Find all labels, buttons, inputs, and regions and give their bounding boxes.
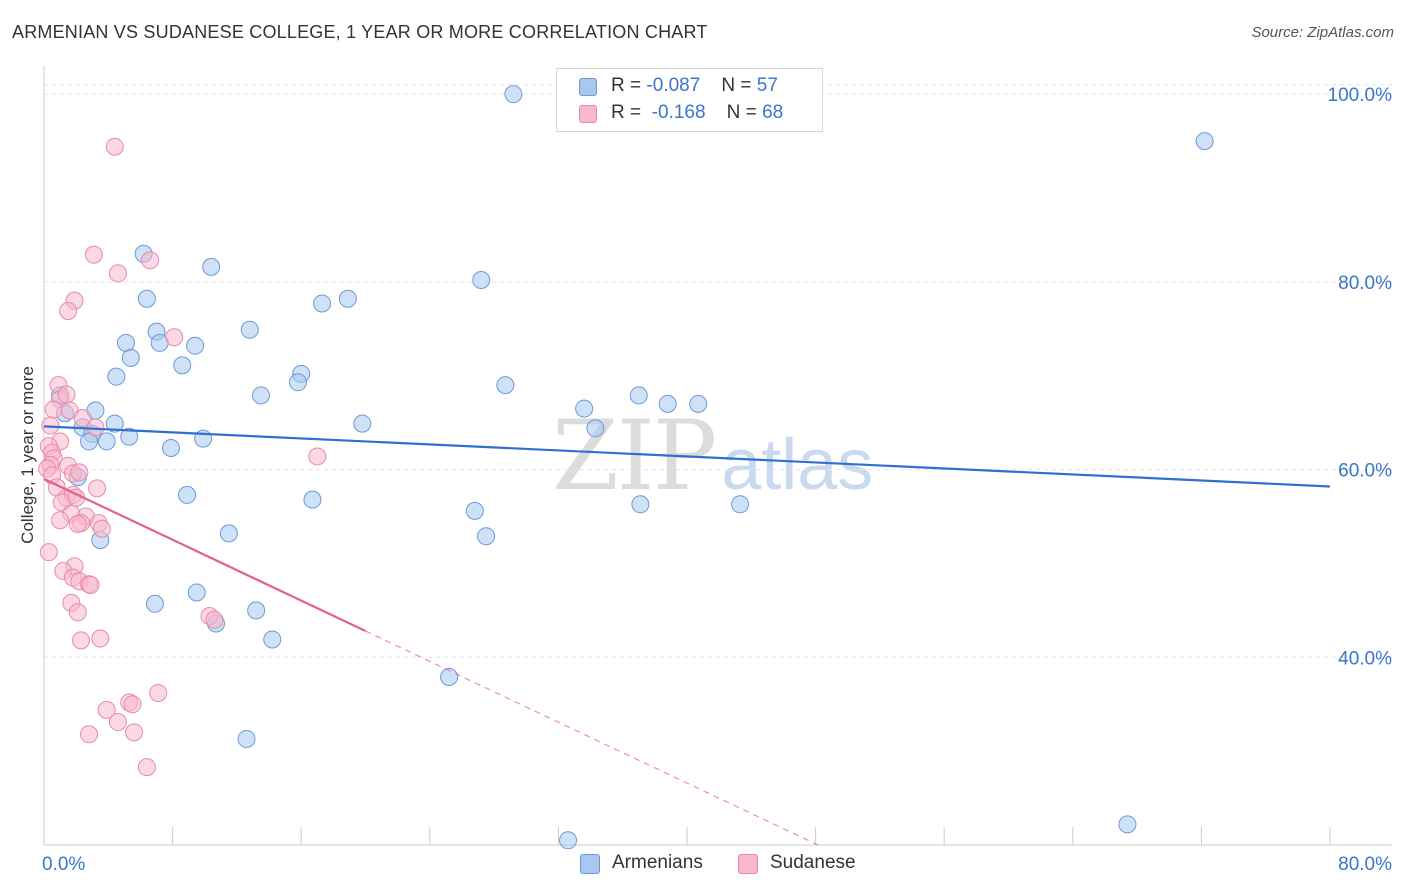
legend-text-sudanese: R = -0.168 N = 68 — [611, 102, 784, 123]
data-point-sudanese — [92, 519, 111, 538]
data-point-armenians — [187, 583, 206, 602]
legend-text-armenians: R = -0.087 N = 57 — [611, 75, 778, 96]
data-point-armenians — [472, 270, 491, 289]
data-point-armenians — [731, 495, 750, 514]
data-point-armenians — [496, 376, 515, 395]
data-point-armenians — [504, 85, 523, 104]
bottom-legend-swatch-armenians — [580, 854, 600, 874]
data-point-armenians — [120, 427, 139, 446]
x-tick-label: 80.0% — [1338, 854, 1392, 875]
data-point-sudanese — [91, 629, 110, 648]
data-point-sudanese — [141, 251, 160, 270]
data-point-armenians — [105, 414, 124, 433]
data-point-sudanese — [70, 463, 89, 482]
data-point-armenians — [313, 294, 332, 313]
data-point-armenians — [689, 394, 708, 413]
data-point-sudanese — [57, 385, 76, 404]
data-point-sudanese — [51, 511, 70, 530]
data-point-armenians — [121, 348, 140, 367]
source-label: Source: ZipAtlas.com — [1251, 24, 1394, 41]
data-point-armenians — [353, 414, 372, 433]
data-point-sudanese — [44, 400, 63, 419]
data-point-armenians — [1195, 132, 1214, 151]
data-point-armenians — [173, 356, 192, 375]
trend-line-armenians — [43, 425, 1331, 488]
data-point-sudanese — [39, 543, 58, 562]
data-point-sudanese — [59, 301, 78, 320]
data-point-armenians — [252, 386, 271, 405]
data-point-sudanese — [86, 418, 105, 437]
data-point-armenians — [338, 289, 357, 308]
data-point-armenians — [658, 394, 677, 413]
data-point-sudanese — [149, 683, 168, 702]
data-point-sudanese — [108, 713, 127, 732]
bottom-legend-swatch-sudanese — [738, 854, 758, 874]
x-tick-label: 0.0% — [42, 854, 85, 875]
data-point-armenians — [161, 438, 180, 457]
data-point-sudanese — [205, 610, 224, 629]
data-point-sudanese — [165, 328, 184, 347]
data-point-armenians — [631, 495, 650, 514]
bottom-legend-label-armenians: Armenians — [612, 852, 703, 873]
data-point-sudanese — [81, 576, 100, 595]
data-point-armenians — [202, 257, 221, 276]
data-point-armenians — [240, 320, 259, 339]
data-point-sudanese — [41, 416, 60, 435]
data-point-armenians — [137, 289, 156, 308]
data-point-armenians — [263, 630, 282, 649]
data-point-armenians — [288, 373, 307, 392]
y-tick-label: 100.0% — [1328, 85, 1393, 106]
data-point-sudanese — [105, 137, 124, 156]
data-point-sudanese — [73, 408, 92, 427]
data-point-sudanese — [108, 264, 127, 283]
y-tick-label: 40.0% — [1338, 648, 1392, 669]
data-point-sudanese — [308, 447, 327, 466]
trend-line-extension-sudanese — [365, 630, 819, 846]
data-point-armenians — [247, 601, 266, 620]
data-point-sudanese — [84, 245, 103, 264]
data-point-sudanese — [68, 515, 87, 534]
data-point-sudanese — [125, 723, 144, 742]
data-point-sudanese — [88, 479, 107, 498]
data-point-armenians — [477, 527, 496, 546]
y-tick-label: 80.0% — [1338, 273, 1392, 294]
data-point-armenians — [107, 367, 126, 386]
data-point-armenians — [1118, 815, 1137, 834]
data-point-sudanese — [71, 631, 90, 650]
trend-line-sudanese — [43, 477, 366, 633]
data-point-armenians — [219, 524, 238, 543]
data-point-armenians — [178, 485, 197, 504]
data-point-sudanese — [68, 603, 87, 622]
bottom-legend-label-sudanese: Sudanese — [770, 852, 856, 873]
data-point-armenians — [303, 490, 322, 509]
data-point-armenians — [97, 432, 116, 451]
data-point-sudanese — [123, 695, 142, 714]
data-point-armenians — [559, 831, 578, 850]
legend-swatch-sudanese — [579, 105, 597, 123]
data-point-armenians — [465, 501, 484, 520]
data-point-sudanese — [80, 725, 99, 744]
legend-swatch-armenians — [579, 78, 597, 96]
data-point-armenians — [440, 667, 459, 686]
data-point-armenians — [586, 419, 605, 438]
data-point-sudanese — [97, 700, 116, 719]
data-point-armenians — [116, 333, 135, 352]
data-point-armenians — [145, 594, 164, 613]
data-point-armenians — [186, 336, 205, 355]
y-tick-label: 60.0% — [1338, 461, 1392, 482]
data-point-sudanese — [137, 758, 156, 777]
correlation-legend: R = -0.087 N = 57 R = -0.168 N = 68 — [556, 68, 823, 132]
chart-title: ARMENIAN VS SUDANESE COLLEGE, 1 YEAR OR … — [12, 22, 708, 42]
data-point-armenians — [575, 399, 594, 418]
data-point-armenians — [629, 386, 648, 405]
data-point-armenians — [237, 729, 256, 748]
